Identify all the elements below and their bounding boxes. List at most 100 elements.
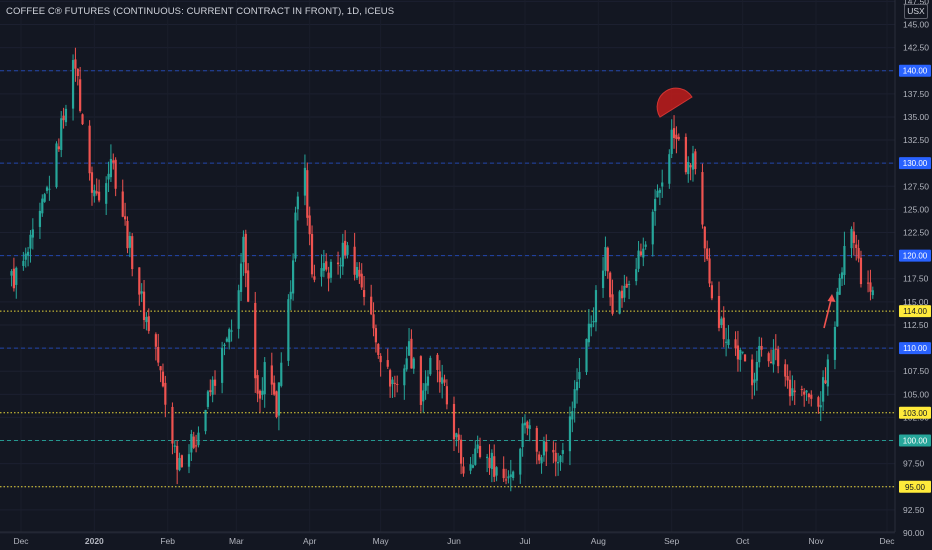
- candle-body: [478, 445, 482, 457]
- candle-body: [396, 383, 399, 385]
- candle-body: [287, 299, 290, 361]
- currency-button[interactable]: USX: [904, 4, 928, 19]
- candle-body: [258, 390, 262, 399]
- candle-body: [426, 376, 430, 386]
- candle-body: [79, 79, 82, 111]
- candle-body: [230, 330, 233, 332]
- level-label: 100.00: [903, 437, 928, 446]
- candle-body: [805, 390, 808, 393]
- level-label-bg: [899, 249, 931, 262]
- candle-body: [370, 296, 373, 315]
- candle-body: [627, 283, 631, 285]
- candle-body: [592, 321, 595, 323]
- candles: [10, 47, 874, 492]
- candle-body: [275, 391, 278, 417]
- candle-body: [109, 158, 113, 178]
- candle-body: [618, 291, 621, 314]
- candle-body: [107, 173, 110, 180]
- time-axis: Dec 2020 Feb Mar Apr May Jun Jul Aug Sep Oct Nov Dec: [13, 536, 895, 546]
- candle-body: [677, 136, 680, 140]
- candle-body: [561, 450, 564, 454]
- candle-body: [661, 182, 664, 187]
- y-tick-label: 112.50: [903, 320, 929, 330]
- candle-body: [88, 125, 91, 174]
- y-tick-label: 117.50: [903, 274, 929, 284]
- candle-body: [784, 364, 787, 377]
- candle-body: [142, 291, 146, 321]
- candle-body: [438, 371, 441, 383]
- level-label: 120.00: [903, 252, 928, 261]
- candle-body: [204, 409, 207, 432]
- candle-body: [575, 381, 579, 391]
- candle-body: [292, 260, 295, 294]
- candle-body: [637, 250, 640, 269]
- level-label: 95.00: [905, 483, 926, 492]
- candle-body: [209, 390, 212, 393]
- candle-body: [668, 154, 671, 184]
- candle-body: [237, 290, 240, 329]
- candle-body: [571, 411, 574, 420]
- candle-body: [791, 388, 794, 396]
- candle-body: [76, 68, 79, 77]
- candle-body: [320, 268, 323, 277]
- candle-body: [310, 233, 314, 275]
- candle-body: [590, 323, 593, 328]
- candle-body: [644, 244, 647, 247]
- x-tick-label: Jun: [447, 536, 461, 546]
- candle-body: [800, 388, 803, 390]
- candle-body: [157, 347, 160, 363]
- candle-body: [336, 262, 340, 265]
- candle-body: [403, 368, 406, 386]
- candle-body: [41, 198, 44, 214]
- candle-body: [57, 146, 60, 150]
- candle-body: [62, 115, 65, 121]
- candle-body: [727, 339, 730, 346]
- candle-body: [24, 253, 27, 260]
- candle-body: [256, 375, 259, 394]
- candle-body: [192, 436, 195, 448]
- candle-body: [26, 251, 30, 256]
- candle-body: [362, 290, 366, 297]
- candle-body: [379, 355, 382, 363]
- candle-body: [457, 434, 460, 440]
- candle-body: [12, 268, 16, 289]
- x-tick-label: 2020: [85, 536, 104, 546]
- candle-body: [739, 349, 742, 360]
- candle-body: [436, 354, 439, 370]
- candle-body: [372, 314, 375, 329]
- candle-body: [833, 326, 837, 360]
- candle-body: [493, 456, 496, 477]
- candle-body: [474, 448, 477, 465]
- candle-body: [377, 344, 380, 356]
- candle-body: [114, 159, 117, 189]
- level-label: 103.00: [903, 409, 928, 418]
- candle-body: [585, 338, 588, 373]
- candle-body: [552, 449, 555, 453]
- candle-body: [239, 263, 243, 292]
- x-tick-label: Feb: [160, 536, 175, 546]
- y-tick-label: 115.00: [903, 297, 929, 307]
- level-label-bg: [899, 434, 931, 447]
- candle-body: [568, 416, 572, 452]
- y-tick-label: 145.00: [903, 19, 929, 29]
- candle-body: [502, 468, 505, 479]
- x-tick-label: Sep: [664, 536, 679, 546]
- candle-body: [325, 261, 328, 270]
- candle-body: [504, 479, 508, 481]
- candle-body: [97, 191, 101, 201]
- candle-body: [64, 108, 68, 123]
- annotations: [656, 87, 836, 329]
- candle-body: [654, 199, 657, 212]
- candle-body: [280, 362, 283, 386]
- y-tick-label: 135.00: [903, 112, 929, 122]
- candle-body: [405, 358, 408, 370]
- candle-body: [495, 467, 498, 476]
- candle-body: [211, 379, 214, 395]
- candle-body: [760, 345, 763, 350]
- y-tick-label: 122.50: [903, 228, 929, 238]
- candle-body: [171, 406, 174, 444]
- candle-body: [722, 317, 725, 340]
- candle-body: [393, 382, 396, 384]
- candle-body: [147, 316, 150, 331]
